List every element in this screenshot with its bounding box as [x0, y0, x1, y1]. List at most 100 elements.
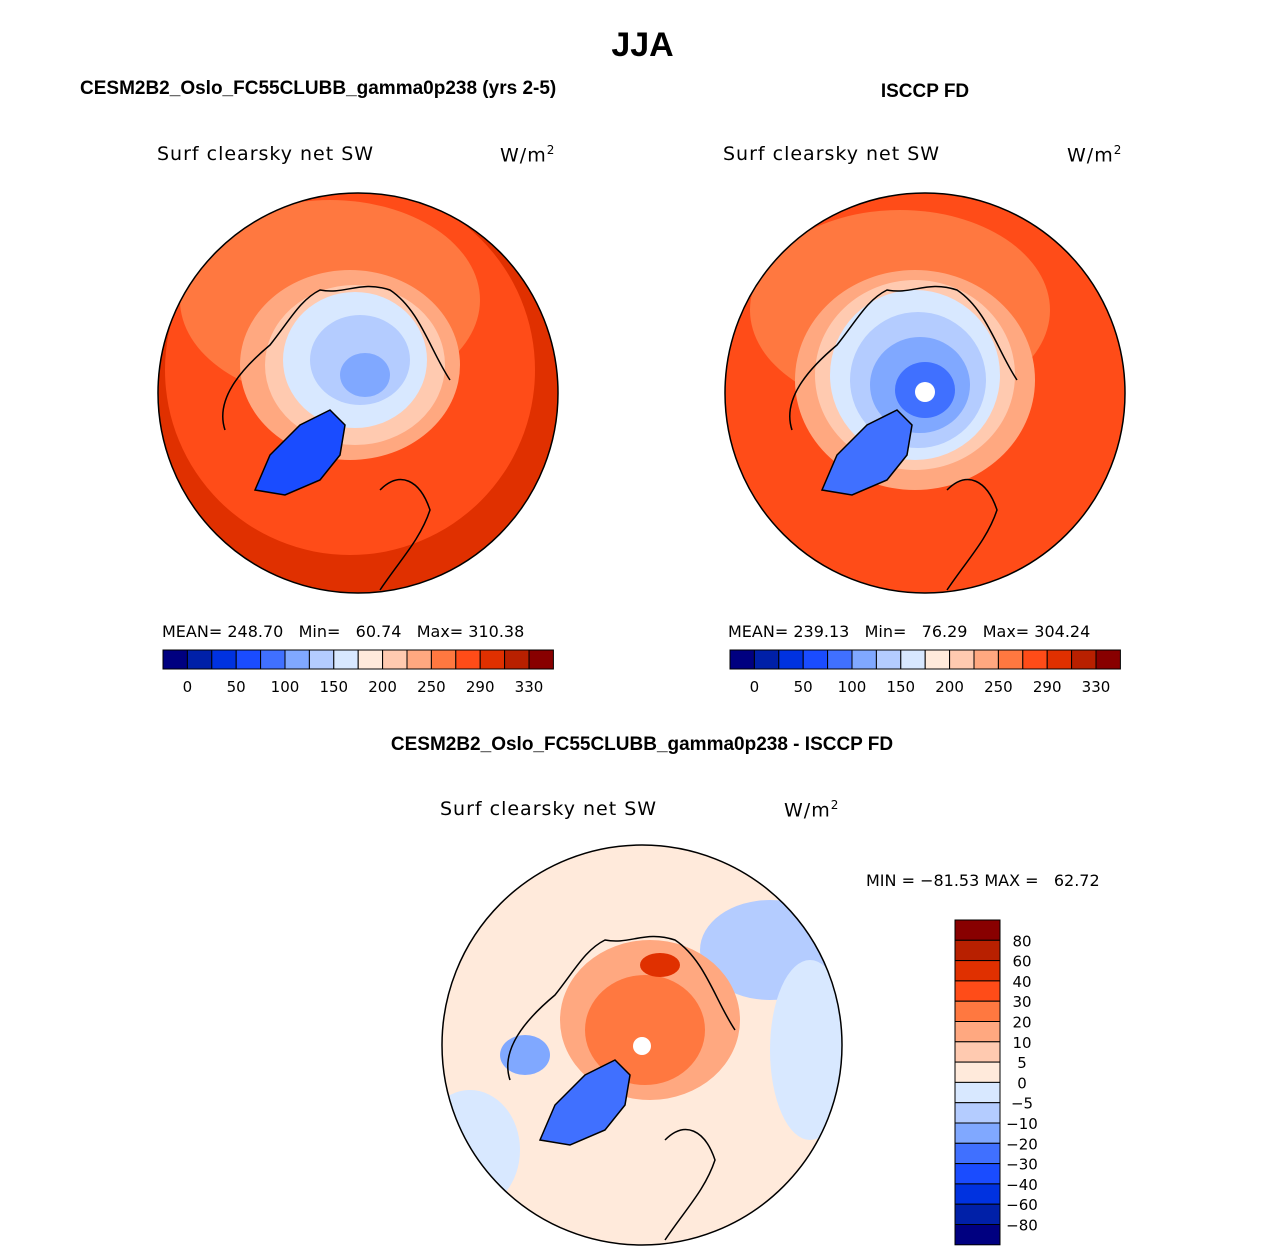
colorbar-box: [479, 649, 506, 670]
colorbar-tick-label: −20: [1006, 1135, 1038, 1153]
panel-2-units: W/m2: [1067, 143, 1122, 166]
colorbar-box: [851, 649, 877, 670]
panel-2-heading: ISCCP FD: [880, 81, 970, 102]
colorbar-box: [778, 649, 804, 670]
colorbar-tick-label: 0: [183, 678, 193, 696]
colorbar-tick-label: 0: [750, 678, 760, 696]
units-base: W/m: [1067, 144, 1114, 167]
colorbar-tick-label: 290: [466, 678, 495, 696]
colorbar-box: [260, 649, 286, 670]
colorbar-box: [430, 649, 457, 670]
colorbar-box: [827, 649, 853, 670]
colorbar-tick-label: 30: [1012, 993, 1031, 1011]
panel-3-stats: MIN = −81.53 MAX = 62.72: [866, 871, 1100, 890]
colorbar-box: [954, 1122, 1001, 1144]
colorbar-tick-label: −10: [1006, 1115, 1038, 1133]
mean-value: 248.70: [227, 622, 284, 641]
colorbar-box: [954, 939, 1001, 962]
colorbar-box: [162, 649, 188, 670]
colorbar-tick-label: 200: [368, 678, 397, 696]
colorbar-box: [954, 1000, 1001, 1023]
panel-3-units: W/m2: [784, 798, 839, 821]
colorbar-tick-label: −30: [1006, 1156, 1038, 1174]
panel-1-units: W/m2: [500, 143, 555, 166]
colorbar-box: [802, 649, 829, 670]
colorbar-box: [954, 1061, 1001, 1083]
colorbar-tick-label: 60: [1012, 953, 1031, 971]
min-label: Min=: [298, 622, 341, 641]
colorbar-box: [528, 649, 554, 670]
mean-label: MEAN=: [728, 622, 789, 641]
colorbar-box: [1022, 649, 1048, 670]
max-value: 310.38: [468, 622, 525, 641]
colorbar-model: 0 50 100 150 200 250 290 330: [162, 649, 554, 696]
colorbar-box: [308, 649, 335, 670]
colorbar-box: [455, 649, 481, 670]
colorbar-box: [357, 649, 384, 670]
map-observations-border: [724, 192, 1126, 594]
colorbar-box: [954, 1183, 1001, 1205]
colorbar-box: [406, 649, 432, 670]
panel-3-variable: Surf clearsky net SW: [440, 798, 658, 820]
units-base: W/m: [500, 144, 547, 167]
colorbar-box: [954, 980, 1001, 1002]
mean-value: 239.13: [793, 622, 850, 641]
colorbar-box: [954, 1203, 1001, 1225]
colorbar-box: [954, 1224, 1001, 1246]
colorbar-tick-label: −60: [1006, 1196, 1038, 1214]
colorbar-box: [954, 960, 1001, 982]
colorbar-tick-label: 250: [417, 678, 446, 696]
colorbar-box: [954, 1102, 1001, 1124]
colorbar-box: [1095, 649, 1121, 670]
min-label: Min=: [864, 622, 907, 641]
colorbar-box: [924, 649, 951, 670]
max-label: Max=: [416, 622, 464, 641]
colorbar-box: [954, 1163, 1001, 1185]
colorbar-tick-label: 5: [1017, 1054, 1027, 1072]
colorbar-box: [729, 649, 755, 670]
colorbar-box: [235, 649, 262, 670]
panel-2-variable: Surf clearsky net SW: [723, 143, 941, 165]
colorbar-box: [954, 1142, 1001, 1165]
colorbar-box: [954, 1041, 1001, 1063]
panel-1-variable: Surf clearsky net SW: [157, 143, 375, 165]
colorbar-tick-label: 290: [1033, 678, 1062, 696]
colorbar-box: [186, 649, 213, 670]
colorbar-tick-label: 250: [984, 678, 1013, 696]
colorbar-box: [382, 649, 408, 670]
colorbar-tick-label: −40: [1006, 1176, 1038, 1194]
colorbar-box: [973, 649, 999, 670]
colorbar-box: [333, 649, 359, 670]
mean-label: MEAN=: [162, 622, 223, 641]
colorbar-difference: 80 60 40 30 20 10 5 0 −5 −10 −20 −30 −40 −60 −80: [954, 919, 1038, 1246]
figure-title: JJA: [611, 26, 674, 64]
max-label: Max=: [982, 622, 1030, 641]
colorbar-observations: 0 50 100 150 200 250 290 330: [729, 649, 1121, 696]
colorbar-tick-label: 150: [319, 678, 348, 696]
colorbar-box: [954, 1081, 1001, 1104]
panel-1-stats: MEAN= 248.70 Min= 60.74 Max= 310.38: [162, 622, 524, 641]
colorbar-tick-label: 80: [1012, 932, 1031, 950]
panel-3-heading: CESM2B2_Oslo_FC55CLUBB_gamma0p238 - ISCC…: [390, 734, 894, 755]
units-base: W/m: [784, 799, 831, 822]
colorbar-tick-label: 100: [838, 678, 867, 696]
colorbar-tick-label: 50: [794, 678, 813, 696]
min-value: 60.74: [355, 622, 402, 641]
colorbar-tick-label: −80: [1006, 1217, 1038, 1235]
colorbar-tick-label: 150: [886, 678, 915, 696]
units-exp: 2: [830, 798, 840, 812]
colorbar-tick-label: 0: [1017, 1074, 1027, 1092]
colorbar-box: [1071, 649, 1097, 670]
max-value: 304.24: [1034, 622, 1091, 641]
min-value: 76.29: [921, 622, 968, 641]
colorbar-box: [284, 649, 310, 670]
map-observations: [725, 193, 1125, 593]
colorbar-box: [504, 649, 530, 670]
colorbar-box: [954, 919, 1001, 941]
colorbar-tick-label: 40: [1012, 973, 1031, 991]
colorbar-box: [997, 649, 1024, 670]
colorbar-box: [1046, 649, 1073, 670]
colorbar-tick-label: 100: [271, 678, 300, 696]
